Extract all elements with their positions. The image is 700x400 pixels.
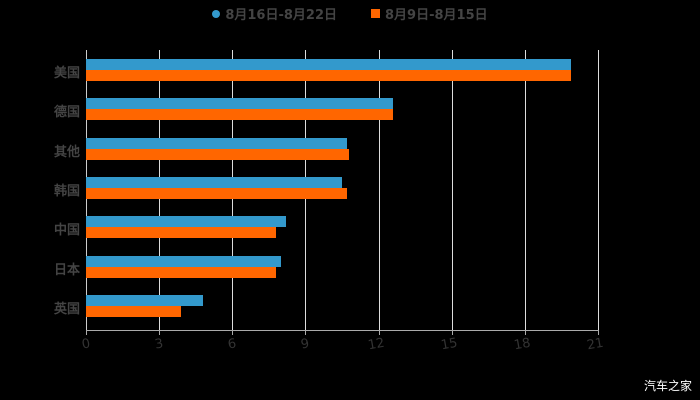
- bar-week2[interactable]: [86, 294, 204, 306]
- x-tick-label: 21: [585, 335, 605, 354]
- circle-marker-icon: [212, 9, 221, 18]
- x-tick-label: 9: [300, 336, 311, 353]
- legend-item-week2[interactable]: 8月16日-8月22日: [212, 4, 337, 23]
- bar-week2[interactable]: [86, 216, 286, 228]
- bar-week1[interactable]: [86, 109, 394, 121]
- x-tick: [159, 330, 161, 335]
- gridline: [598, 50, 599, 330]
- y-axis-label: 中国: [53, 223, 80, 239]
- x-tick: [86, 330, 87, 335]
- legend-item-week1[interactable]: 8月9日-8月15日: [371, 4, 488, 23]
- x-tick: [232, 330, 234, 335]
- x-tick-label: 0: [80, 336, 92, 353]
- x-tick-label: 3: [153, 336, 165, 353]
- bar-week2[interactable]: [86, 176, 342, 188]
- x-tick: [598, 330, 599, 335]
- y-axis-label: 韩国: [53, 183, 80, 199]
- bar-week1[interactable]: [86, 70, 572, 81]
- y-axis-label: 美国: [53, 66, 80, 81]
- bar-week1[interactable]: [86, 305, 182, 317]
- x-tick-label: 12: [366, 335, 386, 354]
- legend-label: 8月9日-8月15日: [385, 8, 488, 23]
- gridline: [378, 50, 380, 330]
- bar-week1[interactable]: [86, 227, 277, 239]
- plot-area: [86, 50, 599, 330]
- x-axis: [86, 330, 599, 331]
- bar-week2[interactable]: [86, 59, 572, 70]
- y-axis-label: 其他: [53, 144, 80, 160]
- x-tick-label: 15: [439, 335, 459, 354]
- bar-week1[interactable]: [86, 148, 350, 160]
- x-tick: [524, 330, 526, 335]
- watermark: 汽车之家: [643, 379, 692, 393]
- square-marker-icon: [371, 9, 381, 18]
- gridline: [524, 50, 526, 330]
- x-tick: [451, 330, 453, 335]
- bar-week1[interactable]: [86, 187, 347, 199]
- y-axis-label: 英国: [53, 301, 80, 317]
- legend-label: 8月16日-8月22日: [225, 8, 338, 23]
- y-axis-label: 德国: [53, 105, 80, 121]
- chart-legend: 8月16日-8月22日 8月9日-8月15日: [0, 4, 700, 23]
- x-tick-label: 18: [512, 335, 532, 354]
- x-tick-label: 6: [227, 336, 238, 353]
- gridline: [451, 50, 453, 330]
- y-axis-label: 日本: [53, 262, 80, 278]
- bar-week2[interactable]: [86, 98, 394, 110]
- x-tick: [305, 330, 307, 335]
- x-tick: [378, 330, 380, 335]
- bar-week1[interactable]: [86, 266, 277, 278]
- bar-week2[interactable]: [86, 137, 347, 149]
- bar-week2[interactable]: [86, 255, 282, 267]
